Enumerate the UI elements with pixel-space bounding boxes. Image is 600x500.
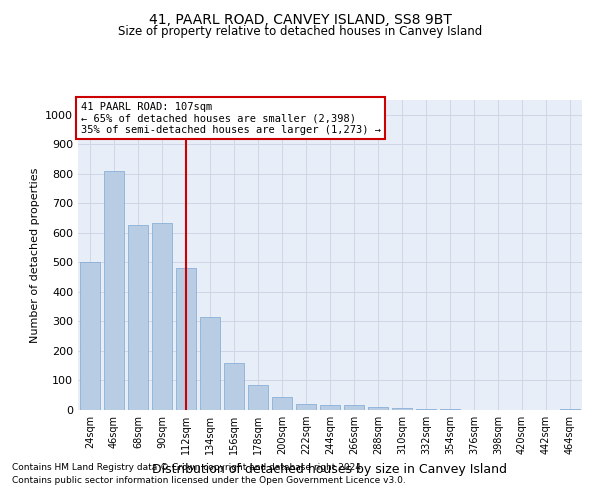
Bar [416, 409, 436, 410]
Text: Contains public sector information licensed under the Open Government Licence v3: Contains public sector information licen… [12, 476, 406, 485]
Bar [128, 226, 148, 410]
Bar [296, 404, 316, 410]
Bar [272, 398, 292, 410]
Bar [392, 408, 412, 410]
Bar [320, 404, 340, 410]
Y-axis label: Number of detached properties: Number of detached properties [29, 168, 40, 342]
Text: Size of property relative to detached houses in Canvey Island: Size of property relative to detached ho… [118, 25, 482, 38]
Bar [560, 409, 580, 410]
Text: 41 PAARL ROAD: 107sqm
← 65% of detached houses are smaller (2,398)
35% of semi-d: 41 PAARL ROAD: 107sqm ← 65% of detached … [80, 102, 380, 134]
Text: Contains HM Land Registry data © Crown copyright and database right 2024.: Contains HM Land Registry data © Crown c… [12, 464, 364, 472]
Bar [104, 171, 124, 410]
Bar [248, 385, 268, 410]
Bar [152, 222, 172, 410]
Bar [200, 317, 220, 410]
Bar [344, 404, 364, 410]
Bar [80, 262, 100, 410]
Bar [368, 407, 388, 410]
Text: 41, PAARL ROAD, CANVEY ISLAND, SS8 9BT: 41, PAARL ROAD, CANVEY ISLAND, SS8 9BT [149, 12, 451, 26]
Bar [224, 363, 244, 410]
Bar [176, 268, 196, 410]
X-axis label: Distribution of detached houses by size in Canvey Island: Distribution of detached houses by size … [152, 462, 508, 475]
